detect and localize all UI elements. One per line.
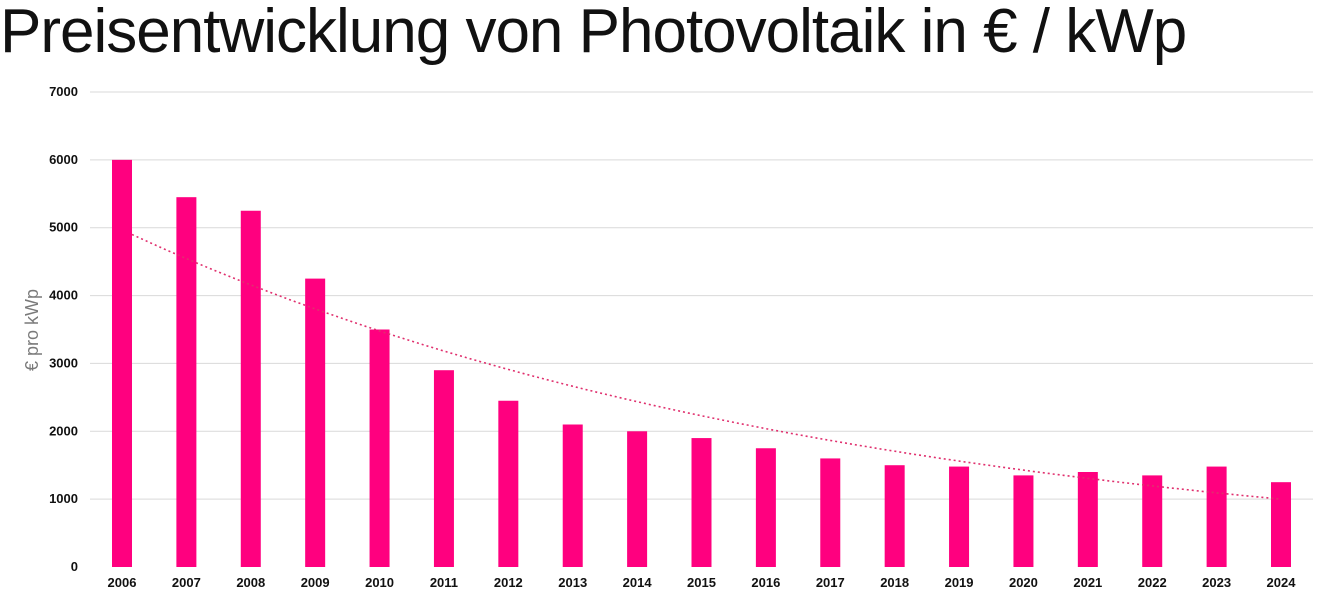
bar-2018	[884, 465, 905, 567]
trendline	[131, 233, 1282, 500]
bar-2012	[498, 400, 519, 567]
y-tick-label: 5000	[49, 220, 78, 235]
x-axis-ticks: 2006 2007 2008 2009 2010 2011 2012 2013 2014 2015…	[108, 575, 1297, 590]
x-tick-label: 2006	[108, 575, 137, 590]
y-tick-label: 1000	[49, 491, 78, 506]
bar-2021	[1077, 472, 1098, 567]
bar-2009	[305, 278, 326, 567]
x-tick-label: 2009	[301, 575, 330, 590]
x-tick-label: 2014	[623, 575, 653, 590]
bar-2023	[1206, 466, 1227, 567]
bar-2019	[949, 466, 970, 567]
y-axis-ticks: 0 1000 2000 3000 4000 5000 6000 7000	[49, 84, 78, 574]
x-tick-label: 2008	[236, 575, 265, 590]
chart-title: Preisentwicklung von Photovoltaik in € /…	[0, 0, 1187, 66]
bar-2014	[627, 431, 648, 567]
y-tick-label: 2000	[49, 423, 78, 438]
x-tick-label: 2017	[816, 575, 845, 590]
bar-2007	[176, 197, 197, 567]
x-tick-label: 2007	[172, 575, 201, 590]
y-tick-label: 6000	[49, 152, 78, 167]
x-tick-label: 2023	[1202, 575, 1231, 590]
bar-series	[112, 159, 1291, 567]
x-tick-label: 2016	[751, 575, 780, 590]
bar-2011	[433, 370, 454, 567]
bar-2013	[562, 424, 583, 567]
y-tick-label: 3000	[49, 355, 78, 370]
y-tick-label: 7000	[49, 84, 78, 99]
x-tick-label: 2012	[494, 575, 523, 590]
x-tick-label: 2022	[1138, 575, 1167, 590]
y-tick-label: 0	[71, 559, 78, 574]
bar-2016	[755, 448, 776, 567]
bar-2017	[820, 458, 841, 567]
bar-2006	[112, 159, 132, 567]
x-tick-label: 2010	[365, 575, 394, 590]
bar-2022	[1142, 475, 1163, 567]
x-tick-label: 2021	[1073, 575, 1102, 590]
bar-2010	[369, 329, 390, 567]
bar-2020	[1013, 475, 1034, 567]
x-tick-label: 2015	[687, 575, 716, 590]
bar-2008	[240, 210, 261, 567]
bar-2015	[691, 438, 712, 567]
x-tick-label: 2013	[558, 575, 587, 590]
y-tick-label: 4000	[49, 288, 78, 303]
x-tick-label: 2018	[880, 575, 909, 590]
x-tick-label: 2020	[1009, 575, 1038, 590]
bar-2024	[1271, 482, 1291, 567]
x-tick-label: 2024	[1267, 575, 1297, 590]
x-tick-label: 2011	[430, 575, 458, 590]
x-tick-label: 2019	[945, 575, 974, 590]
gridlines	[90, 91, 1313, 500]
y-axis-label: € pro kWp	[22, 289, 42, 371]
